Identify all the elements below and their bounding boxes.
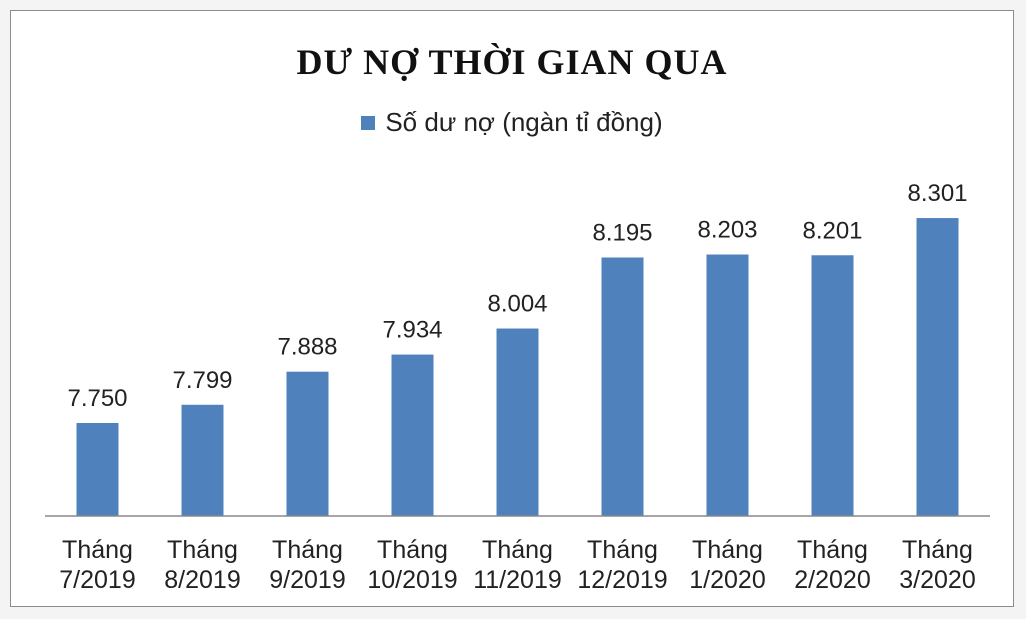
x-tick-label: 9/2019 [269, 566, 345, 594]
legend-swatch [361, 115, 376, 130]
data-label: 7.888 [277, 334, 337, 361]
x-tick-label: Tháng [62, 536, 133, 564]
x-tick-label: 3/2020 [899, 566, 975, 594]
data-label: 7.934 [382, 317, 442, 344]
x-tick-label: Tháng [377, 536, 448, 564]
x-tick-label: 1/2020 [689, 566, 765, 594]
data-label: 7.750 [67, 385, 127, 412]
x-tick-label: Tháng [272, 536, 343, 564]
x-tick-label: 8/2019 [164, 566, 240, 594]
x-tick-label: Tháng [167, 536, 238, 564]
x-tick-label: Tháng [797, 536, 868, 564]
data-label: 7.799 [172, 367, 232, 394]
legend-label: Số dư nợ (ngàn tỉ đồng) [385, 107, 663, 137]
bar [496, 328, 539, 516]
chart-title: DƯ NỢ THỜI GIAN QUA [296, 42, 728, 82]
bar [706, 254, 749, 516]
x-tick-label: Tháng [587, 536, 658, 564]
bar [811, 255, 854, 516]
bar [181, 404, 224, 516]
x-tick-label: 7/2019 [59, 566, 135, 594]
bar [391, 354, 434, 516]
bar [286, 371, 329, 516]
x-tick-label: 10/2019 [367, 566, 457, 594]
data-label: 8.301 [907, 180, 967, 207]
bar [601, 257, 644, 516]
x-tick-label: Tháng [902, 536, 973, 564]
data-label: 8.203 [697, 217, 757, 244]
x-tick-label: Tháng [692, 536, 763, 564]
x-tick-label: Tháng [482, 536, 553, 564]
data-label: 8.201 [802, 217, 862, 244]
x-tick-label: 11/2019 [473, 566, 562, 594]
x-tick-label: 2/2020 [794, 566, 870, 594]
data-label: 8.004 [487, 291, 547, 318]
x-tick-label: 12/2019 [577, 566, 667, 594]
bar [76, 423, 119, 516]
data-label: 8.195 [592, 219, 652, 246]
chart-legend: Số dư nợ (ngàn tỉ đồng) [11, 107, 1013, 138]
bar [916, 218, 959, 516]
